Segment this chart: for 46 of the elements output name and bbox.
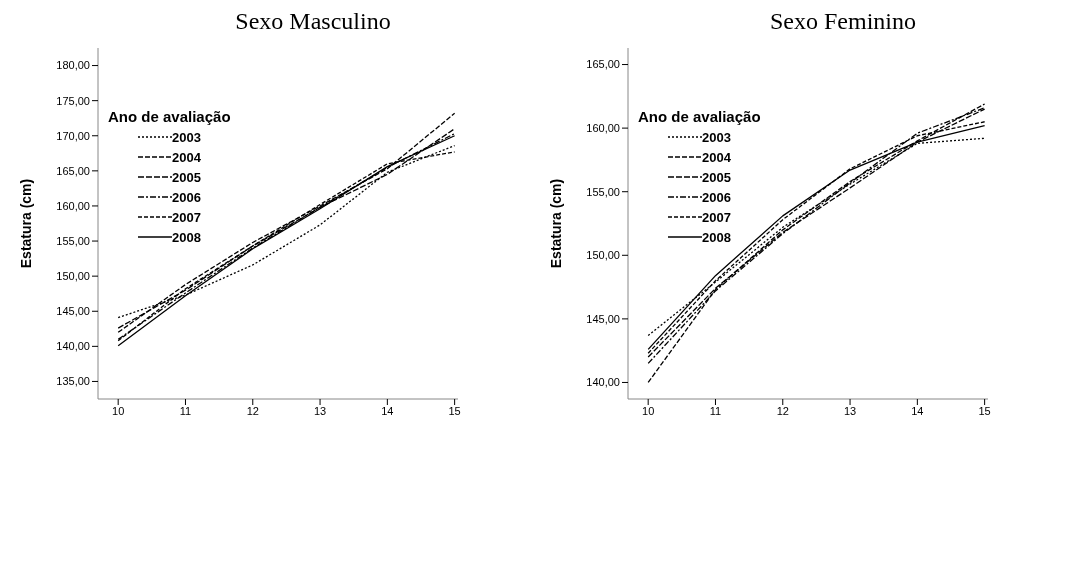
legend-label: 2005 <box>702 169 731 185</box>
x-tick-label: 13 <box>843 404 857 417</box>
legend-label: 2006 <box>702 189 731 205</box>
y-tick-label: 150,00 <box>586 249 620 262</box>
x-tick-label: 15 <box>448 404 461 417</box>
legend-label: 2003 <box>702 129 731 145</box>
y-axis-title: Estatura (cm) <box>17 178 34 269</box>
x-tick-label: 10 <box>642 404 655 417</box>
y-tick-label: 150,00 <box>56 270 90 283</box>
y-tick-label: 155,00 <box>56 234 90 247</box>
legend-label: 2004 <box>172 149 201 165</box>
legend-label: 2004 <box>702 149 731 165</box>
legend-label: 2005 <box>172 169 201 185</box>
y-tick-label: 165,00 <box>586 58 620 71</box>
y-axis-title: Estatura (cm) <box>547 178 564 269</box>
legend-label: 2006 <box>172 189 201 205</box>
x-tick-label: 14 <box>381 404 394 417</box>
legend-title: Ano de avaliação <box>108 108 232 125</box>
legend-label: 2003 <box>172 129 201 145</box>
y-tick-label: 170,00 <box>56 129 90 142</box>
legend-title: Ano de avaliação <box>638 108 762 125</box>
y-tick-label: 180,00 <box>56 59 90 72</box>
y-tick-label: 140,00 <box>586 376 620 389</box>
y-tick-label: 160,00 <box>56 199 90 212</box>
y-tick-label: 175,00 <box>56 94 90 107</box>
legend-label: 2008 <box>702 229 731 245</box>
legend-label: 2007 <box>172 209 201 225</box>
x-tick-label: 11 <box>709 404 722 417</box>
y-tick-label: 135,00 <box>56 375 90 388</box>
y-tick-label: 145,00 <box>586 312 620 325</box>
chart-title: Sexo Masculino <box>234 8 392 35</box>
y-tick-label: 160,00 <box>586 122 620 135</box>
x-tick-label: 11 <box>179 404 192 417</box>
x-tick-label: 10 <box>112 404 125 417</box>
legend-label: 2007 <box>702 209 731 225</box>
x-tick-label: 13 <box>313 404 327 417</box>
y-tick-label: 145,00 <box>56 305 90 318</box>
x-tick-label: 14 <box>911 404 924 417</box>
y-tick-label: 165,00 <box>56 164 90 177</box>
chart-title: Sexo Feminino <box>769 8 917 35</box>
x-tick-label: 15 <box>978 404 991 417</box>
y-tick-label: 140,00 <box>56 340 90 353</box>
x-tick-label: 12 <box>776 404 789 417</box>
legend-label: 2008 <box>172 229 201 245</box>
y-tick-label: 155,00 <box>586 185 620 198</box>
x-tick-label: 12 <box>246 404 259 417</box>
